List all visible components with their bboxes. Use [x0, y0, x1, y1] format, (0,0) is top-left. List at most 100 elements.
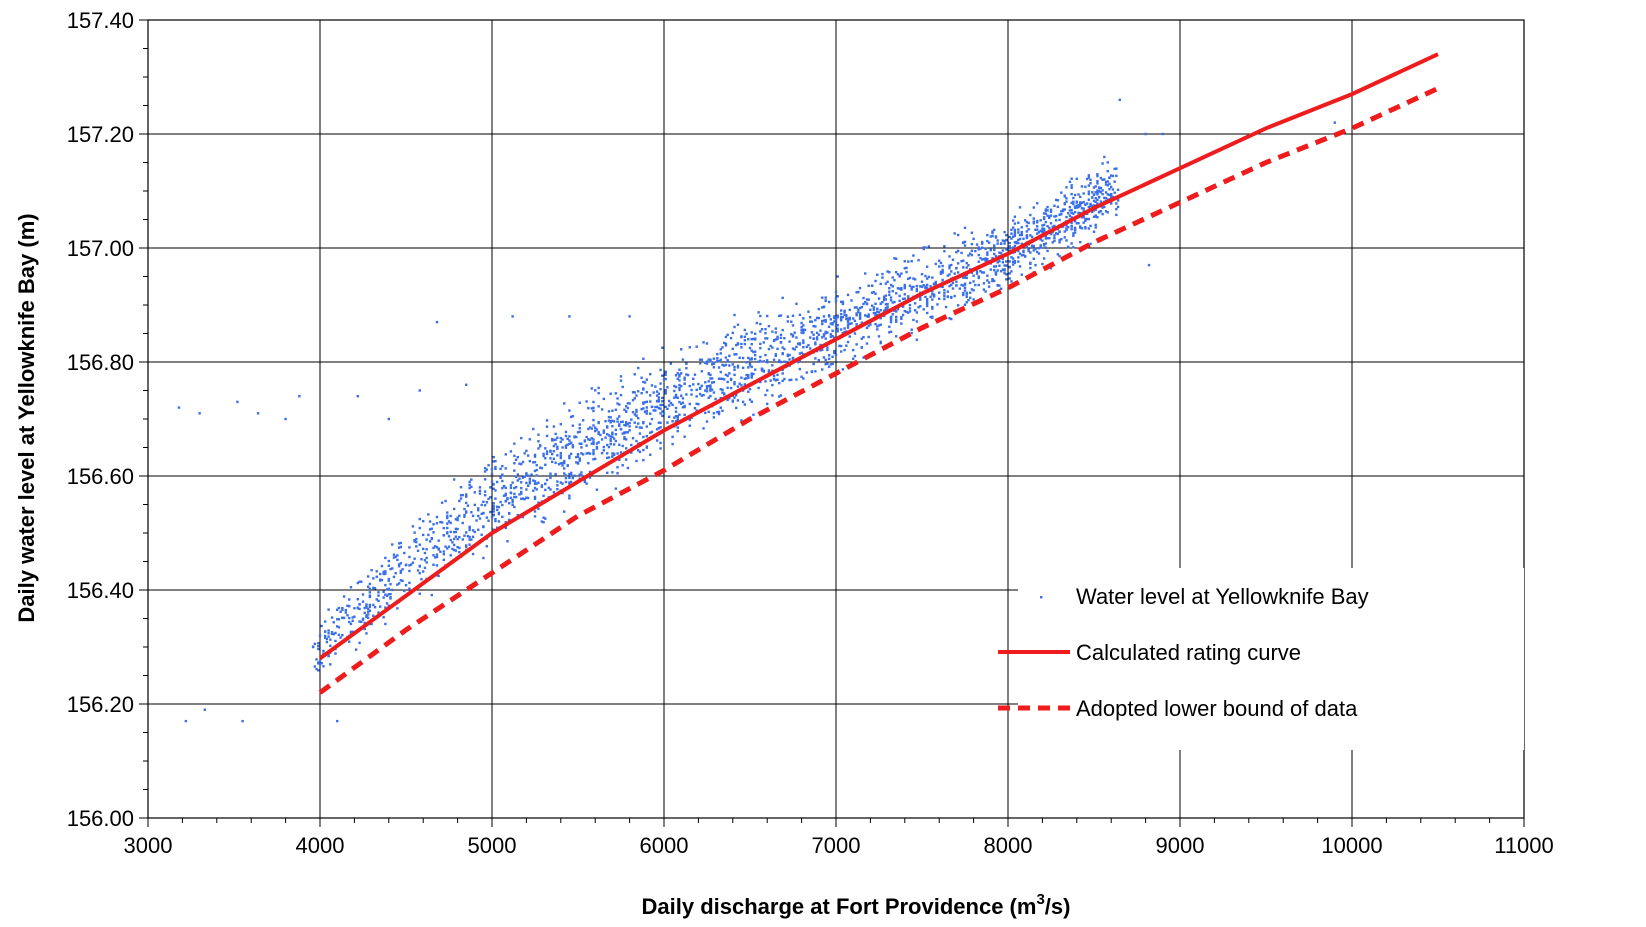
data-point [802, 341, 805, 345]
data-point [860, 346, 863, 349]
data-point [621, 432, 624, 435]
data-point [994, 236, 998, 239]
data-point [1072, 200, 1075, 203]
data-point [1089, 204, 1092, 207]
data-point [984, 259, 987, 263]
data-point [865, 315, 869, 318]
data-point [766, 337, 769, 340]
data-point [853, 332, 857, 335]
data-point [471, 529, 475, 532]
data-point [649, 431, 652, 434]
data-point [733, 365, 736, 369]
data-point [953, 232, 956, 235]
data-point [578, 473, 581, 476]
data-point [540, 466, 544, 470]
data-point [815, 316, 819, 320]
data-point [941, 271, 944, 274]
data-point [327, 632, 330, 635]
data-point [991, 278, 994, 281]
data-point [435, 564, 439, 567]
data-point [537, 481, 540, 484]
data-point [936, 303, 939, 306]
legend-label: Calculated rating curve [1076, 640, 1301, 665]
data-point [1115, 202, 1118, 205]
data-point [889, 330, 893, 334]
data-point [680, 394, 683, 397]
data-point [418, 526, 421, 530]
data-point [576, 461, 580, 465]
data-point [1070, 242, 1073, 245]
data-point [855, 312, 858, 316]
data-point [511, 315, 514, 318]
data-point [399, 571, 403, 574]
data-point [482, 511, 485, 515]
data-point [544, 463, 547, 466]
data-point [905, 270, 908, 274]
data-point [968, 291, 972, 294]
data-point [819, 343, 822, 347]
data-point [551, 460, 554, 464]
data-point [1013, 261, 1017, 264]
data-point [667, 404, 671, 407]
data-point [712, 366, 716, 369]
data-point [736, 399, 740, 402]
data-point [1077, 193, 1080, 196]
data-point [1020, 242, 1023, 246]
data-point [544, 517, 547, 520]
data-point [1116, 188, 1120, 191]
data-point [564, 480, 568, 484]
data-point [836, 324, 839, 327]
data-point [807, 310, 810, 313]
data-point [318, 634, 322, 637]
data-point [886, 270, 889, 273]
data-point [822, 315, 826, 318]
data-point [1010, 270, 1013, 273]
data-point [993, 244, 996, 247]
data-point [368, 594, 372, 597]
data-point [1008, 235, 1011, 239]
data-point [609, 435, 612, 438]
data-point [951, 281, 955, 285]
data-point [1091, 191, 1094, 194]
data-point [389, 596, 392, 599]
data-point [465, 495, 468, 498]
data-point [434, 545, 437, 548]
data-point [549, 472, 552, 475]
data-point [1063, 236, 1066, 239]
data-point [585, 444, 588, 447]
data-point [1094, 226, 1097, 229]
data-point [903, 267, 906, 270]
data-point [1108, 176, 1111, 179]
data-point [821, 348, 824, 351]
data-point [882, 297, 886, 301]
data-point [956, 249, 960, 253]
data-point [702, 393, 705, 397]
data-point [925, 265, 929, 268]
data-point [676, 418, 679, 422]
data-point [1108, 187, 1111, 191]
data-point [891, 285, 894, 288]
data-point [633, 391, 636, 394]
data-point [895, 270, 898, 274]
data-point [759, 330, 762, 333]
data-point [950, 270, 953, 273]
data-point [592, 424, 595, 427]
data-point [495, 508, 499, 512]
data-point [955, 280, 958, 283]
data-point [564, 434, 568, 438]
data-point [1106, 180, 1109, 183]
data-point [889, 318, 893, 321]
data-point [908, 307, 912, 310]
data-point [963, 276, 967, 279]
data-point [318, 662, 322, 666]
data-point [743, 342, 747, 346]
data-point [435, 522, 439, 525]
data-point [375, 598, 378, 601]
data-point [454, 549, 458, 552]
data-point [766, 359, 769, 362]
data-point [925, 300, 929, 303]
data-point [533, 495, 537, 499]
data-point [970, 271, 974, 274]
data-point [384, 556, 387, 560]
